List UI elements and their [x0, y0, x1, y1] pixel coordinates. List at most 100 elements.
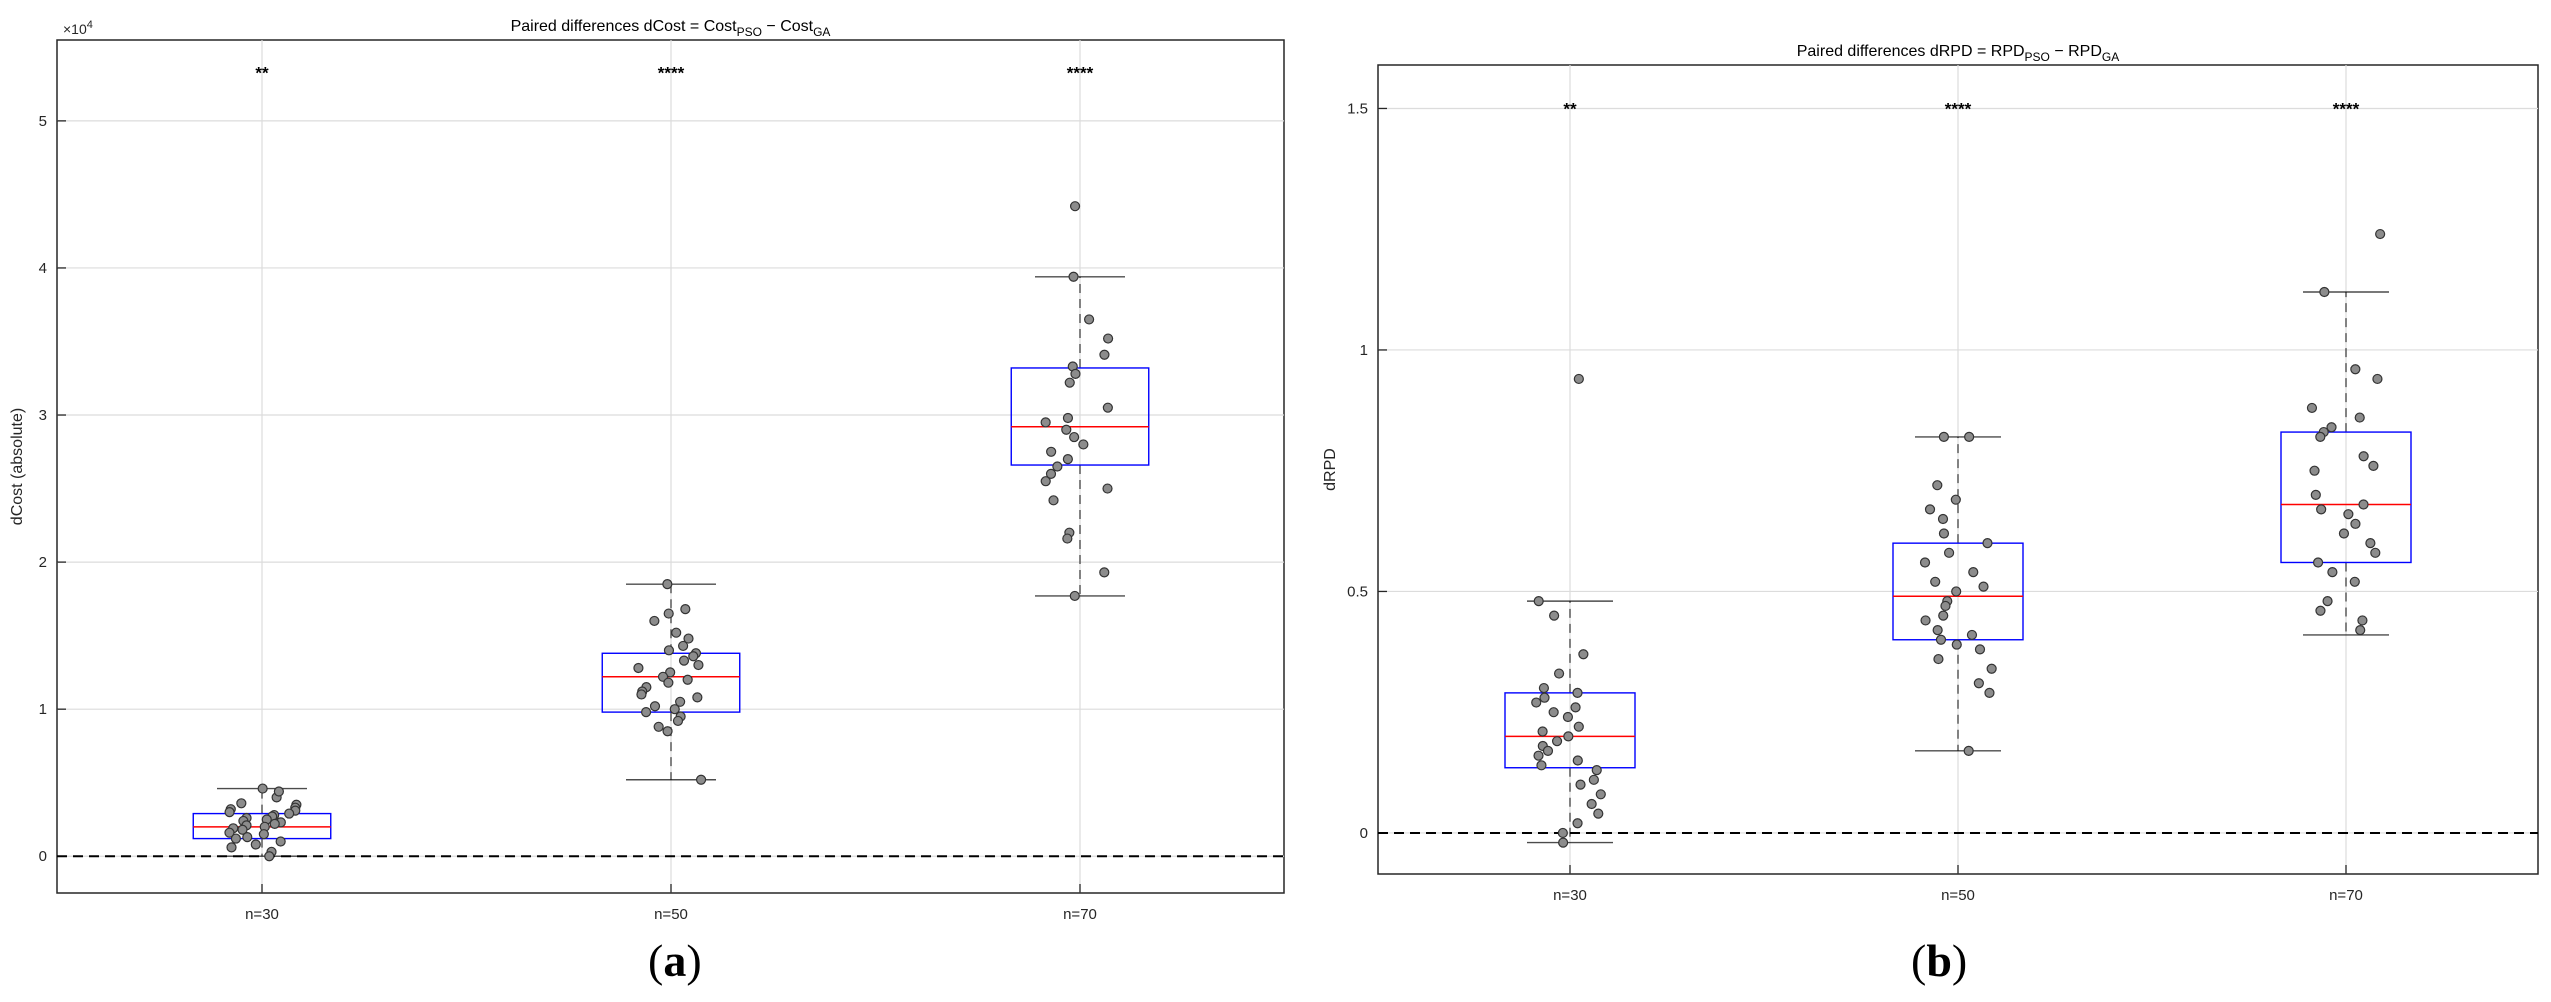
data-point	[662, 726, 673, 737]
data-point	[2357, 615, 2368, 626]
data-point	[672, 715, 684, 727]
data-point	[678, 655, 690, 666]
chart-title: Paired differences dCost = CostPSO − Cos…	[511, 18, 831, 39]
data-point	[1986, 663, 1997, 674]
data-point	[1575, 779, 1586, 790]
data-point	[2309, 465, 2320, 476]
data-point	[2355, 624, 2366, 636]
data-point	[1102, 333, 1114, 344]
data-point	[663, 608, 674, 619]
y-tick-label: 1	[1360, 342, 1368, 359]
data-point	[1591, 765, 1602, 776]
data-point	[1062, 412, 1074, 424]
data-point	[1573, 373, 1584, 385]
data-point	[1040, 417, 1051, 428]
data-point	[230, 833, 242, 844]
y-tick-label: 1.5	[1347, 100, 1368, 117]
data-point	[1069, 201, 1081, 212]
data-point	[2319, 286, 2330, 298]
data-point	[636, 689, 647, 700]
data-point	[1937, 513, 1949, 525]
data-point	[1099, 567, 1110, 578]
data-point	[2365, 538, 2376, 549]
data-point	[649, 615, 660, 627]
data-point	[1951, 586, 1962, 597]
data-point	[663, 677, 674, 688]
data-point	[2315, 605, 2326, 616]
data-point	[2322, 596, 2333, 607]
data-point	[1938, 528, 1950, 539]
data-point	[1068, 271, 1079, 282]
y-tick-label: 3	[39, 407, 47, 424]
iqr-box	[1010, 367, 1150, 466]
data-point	[1531, 697, 1542, 708]
data-point	[1588, 774, 1599, 785]
data-point	[1070, 368, 1081, 379]
data-point	[2350, 364, 2361, 375]
data-point	[2326, 422, 2337, 433]
data-point	[2358, 499, 2369, 510]
significance-marker: **	[255, 63, 269, 82]
data-point	[675, 696, 686, 707]
data-point	[284, 808, 295, 819]
data-point	[1538, 682, 1550, 694]
chart-title: Paired differences dRPD = RPDPSO − RPDGA	[1797, 43, 2120, 64]
y-tick-label: 4	[39, 260, 47, 277]
data-point	[2372, 373, 2383, 385]
significance-marker: ****	[2333, 99, 2360, 118]
y-tick-label: 0	[1360, 825, 1368, 842]
data-point	[1570, 702, 1581, 713]
data-point	[226, 842, 237, 853]
data-point	[1062, 533, 1073, 544]
data-point	[669, 704, 680, 715]
data-point	[1963, 745, 1974, 756]
significance-marker: ****	[1067, 63, 1094, 82]
data-point	[678, 640, 689, 652]
x-tick-label: n=30	[1553, 887, 1587, 904]
data-point	[1966, 629, 1978, 641]
data-point	[671, 627, 682, 638]
data-point	[1078, 439, 1089, 450]
y-tick-label: 0	[39, 848, 47, 865]
data-point	[1938, 431, 1949, 442]
data-point	[1549, 610, 1560, 621]
data-point	[1974, 644, 1986, 655]
x-tick-label: n=50	[654, 906, 688, 923]
data-point	[1935, 634, 1947, 645]
iqr-box	[2280, 431, 2412, 564]
data-point	[1551, 736, 1563, 747]
x-tick-label: n=70	[1063, 906, 1097, 923]
data-point	[688, 651, 699, 662]
data-point	[1083, 314, 1095, 325]
data-point	[1558, 837, 1569, 848]
panel-label-a-letter: a	[663, 935, 687, 986]
iqr-box	[1504, 692, 1636, 769]
data-point	[237, 824, 248, 835]
y-axis-exponent-label: ×104	[63, 19, 93, 37]
data-point	[1102, 483, 1113, 494]
data-point	[1052, 461, 1063, 472]
data-point	[682, 674, 693, 685]
data-point	[1102, 402, 1113, 413]
data-point	[2354, 412, 2365, 423]
data-point	[1069, 590, 1080, 602]
data-point	[640, 707, 652, 718]
significance-marker: ****	[1945, 99, 1972, 118]
x-tick-label: n=30	[245, 906, 279, 923]
data-point	[1533, 596, 1544, 607]
x-tick-label: n=70	[2329, 887, 2363, 904]
data-point	[663, 645, 675, 656]
y-tick-label: 5	[39, 113, 47, 130]
data-point	[1578, 649, 1589, 660]
data-point	[1924, 504, 1936, 515]
y-axis-label: dRPD	[1322, 448, 1339, 491]
data-point	[273, 786, 284, 797]
data-point	[683, 633, 694, 644]
data-point	[1536, 760, 1547, 771]
data-point	[1978, 581, 1989, 592]
data-point	[1586, 798, 1597, 810]
data-point	[1040, 476, 1051, 487]
data-point	[1973, 678, 1984, 689]
data-point	[633, 662, 644, 674]
